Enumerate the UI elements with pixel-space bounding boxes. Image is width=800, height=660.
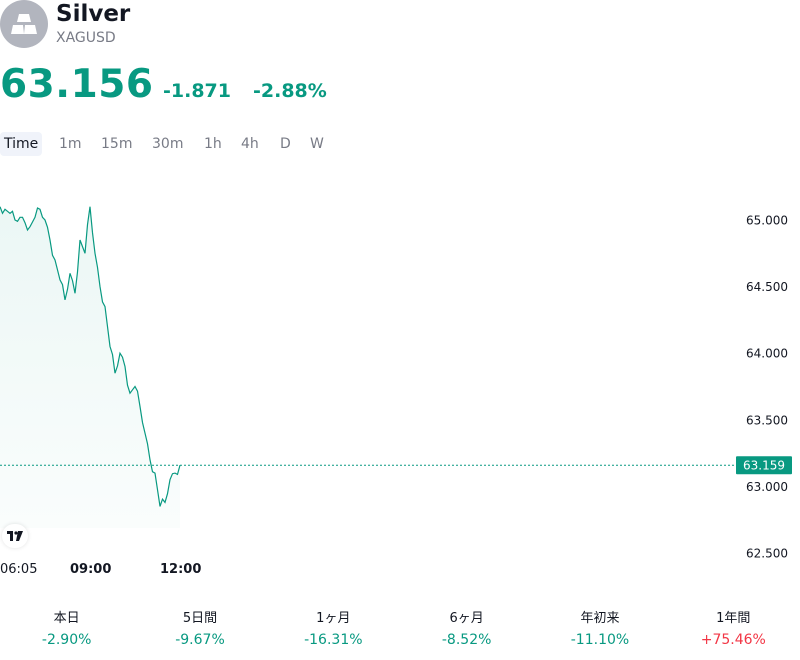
perf-label: 1年間 — [716, 611, 751, 626]
perf-value: +75.46% — [700, 632, 766, 648]
symbol-ticker: XAGUSD — [56, 30, 116, 46]
price-area-fill — [0, 206, 180, 528]
price-tick-label: 62.500 — [746, 547, 788, 561]
price-tick-label: 63.000 — [746, 480, 788, 494]
quote-row: 63.156 -1.871 -2.88% — [0, 62, 800, 110]
perf-value: -16.31% — [304, 632, 363, 648]
perf-value: -9.67% — [175, 632, 225, 648]
symbol-header: Silver XAGUSD — [0, 0, 800, 48]
price-change: -1.871 — [163, 80, 231, 102]
timeframe-bar: Time 1m 15m 30m 1h 4h D W — [0, 132, 800, 156]
last-price-label: 63.159 — [743, 459, 785, 473]
tab-30m[interactable]: 30m — [152, 136, 184, 152]
tab-1m[interactable]: 1m — [59, 136, 82, 152]
perf-value: -8.52% — [441, 632, 492, 648]
last-price: 63.156 — [0, 62, 154, 107]
perf-value: -2.90% — [41, 632, 92, 648]
last-price-badge: 63.159 — [736, 456, 792, 475]
price-tick-label: 65.000 — [746, 214, 788, 228]
symbol-name[interactable]: Silver — [56, 1, 131, 27]
tab-time[interactable]: Time — [0, 132, 43, 156]
tab-15m[interactable]: 15m — [101, 136, 133, 152]
price-line — [0, 206, 181, 507]
perf-label: 6ヶ月 — [449, 611, 484, 626]
price-tick-label: 64.000 — [746, 347, 788, 361]
time-axis: 06:05 09:00 12:00 — [0, 560, 800, 580]
perf-5d[interactable]: 5日間 -9.67% — [133, 608, 266, 656]
tradingview-logo-icon[interactable] — [2, 524, 28, 548]
perf-label: 本日 — [53, 611, 80, 626]
time-label: 12:00 — [160, 562, 202, 577]
price-chart[interactable]: 65.000 64.500 64.000 63.500 63.000 62.500 63.… — [0, 160, 800, 560]
tab-1h[interactable]: 1h — [204, 136, 222, 152]
time-label: 06:05 — [0, 562, 38, 577]
price-axis[interactable]: 65.000 64.500 64.000 63.500 63.000 62.500 — [746, 214, 788, 561]
perf-ytd[interactable]: 年初来 -11.10% — [533, 608, 666, 656]
price-change-percent: -2.88% — [253, 80, 327, 102]
time-label: 09:00 — [70, 562, 112, 577]
tab-d[interactable]: D — [280, 136, 291, 152]
perf-today[interactable]: 本日 -2.90% — [0, 608, 133, 656]
perf-6m[interactable]: 6ヶ月 -8.52% — [400, 608, 533, 656]
tab-4h[interactable]: 4h — [241, 136, 259, 152]
perf-label: 年初来 — [580, 611, 620, 626]
perf-value: -11.10% — [570, 632, 630, 648]
silver-bars-icon — [0, 0, 48, 48]
perf-1y[interactable]: 1年間 +75.46% — [667, 608, 800, 656]
perf-label: 5日間 — [182, 611, 218, 626]
tab-w[interactable]: W — [310, 136, 324, 152]
price-tick-label: 64.500 — [746, 280, 788, 294]
performance-bar: 本日 -2.90% 5日間 -9.67% 1ヶ月 -16.31% 6ヶ月 -8.… — [0, 608, 800, 656]
price-tick-label: 63.500 — [746, 413, 788, 427]
perf-1m[interactable]: 1ヶ月 -16.31% — [267, 608, 400, 656]
perf-label: 1ヶ月 — [316, 611, 351, 626]
